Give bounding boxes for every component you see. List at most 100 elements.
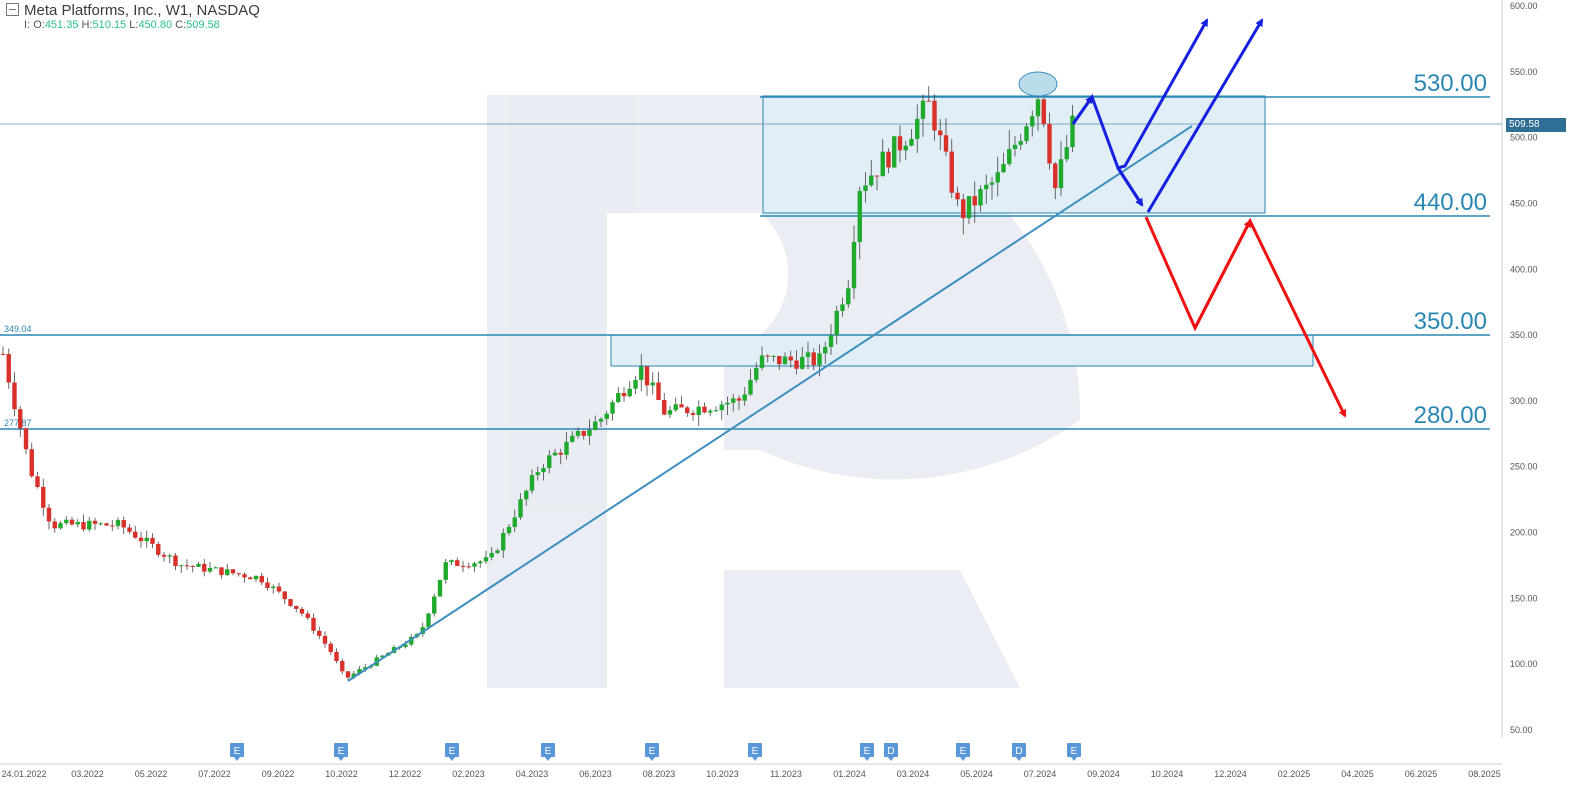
candle-body [811, 352, 816, 366]
candle-body [64, 519, 69, 524]
candle-body [851, 241, 857, 289]
candle-body [230, 569, 236, 574]
current-price-label: 509.58 [1506, 118, 1566, 132]
candle-body [357, 669, 362, 674]
candle-body [213, 567, 218, 569]
candle-body [311, 617, 316, 631]
candle-body [420, 627, 425, 634]
candle-body [345, 671, 351, 678]
candle-body [823, 346, 828, 354]
level-label: 350.00 [1414, 308, 1487, 335]
candle-body [754, 367, 759, 380]
price-tick-label: 400.00 [1510, 264, 1538, 274]
collapse-icon[interactable] [6, 3, 19, 16]
candle-body [81, 522, 86, 530]
candle-body [840, 304, 845, 311]
level-label: 440.00 [1414, 189, 1487, 216]
time-tick-label: 10.2023 [706, 769, 739, 779]
candle-body [23, 428, 29, 450]
forecast-arrow-blue [1071, 95, 1094, 125]
time-tick-label: 11.2023 [770, 769, 802, 779]
candle-body [817, 353, 822, 366]
candle-body [995, 172, 1000, 183]
candle-body [886, 151, 891, 168]
candle-body [351, 673, 356, 678]
candle-body [69, 519, 75, 525]
candle-body [0, 353, 6, 355]
candle-body [1024, 126, 1029, 142]
time-tick-label: 24.01.2022 [1, 769, 46, 779]
event-marker-pointer [649, 757, 655, 761]
event-marker-label: E [752, 746, 759, 757]
candle-body [121, 520, 126, 528]
event-marker-label: E [960, 746, 967, 757]
event-marker-pointer [234, 757, 240, 761]
candle-body [828, 335, 834, 347]
candle-body [334, 651, 339, 662]
level-left-label: 349.04 [4, 324, 32, 334]
candle-body [748, 379, 753, 395]
watermark-leg [724, 570, 1020, 688]
candle-body [478, 561, 483, 564]
event-marker-pointer [888, 757, 894, 761]
forecast-arrow-blue [1116, 167, 1144, 207]
candle-body [317, 630, 322, 636]
candle-body [506, 526, 512, 534]
open-key: O: [33, 19, 45, 31]
event-marker-pointer [545, 757, 551, 761]
candle-body [639, 366, 644, 380]
candle-body [978, 189, 983, 206]
candle-body [759, 355, 765, 368]
candle-body [518, 499, 523, 518]
candle-body [897, 136, 903, 151]
candle-body [869, 175, 874, 186]
low-value: 450.80 [138, 19, 173, 31]
candle-body [535, 472, 540, 476]
candle-body [1053, 163, 1058, 189]
candle-body [6, 354, 11, 383]
event-marker-label: D [887, 746, 894, 757]
candle-body [926, 100, 931, 102]
candle-body [685, 407, 690, 414]
event-marker [645, 743, 659, 757]
candle-body [834, 310, 839, 336]
event-marker [334, 743, 348, 757]
candle-body [328, 643, 333, 652]
candle-body [190, 566, 195, 568]
candle-body [846, 288, 851, 305]
candle-body [1012, 144, 1018, 150]
high-value: 510.15 [92, 19, 127, 31]
candle-body [880, 151, 885, 177]
candle-body [184, 565, 190, 567]
candles-group [0, 86, 1075, 681]
candle-body [340, 661, 345, 672]
candle-body [616, 393, 621, 403]
candle-body [104, 523, 109, 526]
candle-body [874, 175, 880, 177]
candle-body [932, 100, 937, 131]
candle-body [161, 554, 167, 557]
time-tick-label: 08.2025 [1468, 769, 1501, 779]
candle-body [1035, 99, 1041, 117]
level-label: 280.00 [1414, 402, 1487, 429]
candle-body [915, 118, 920, 139]
candle-body [92, 520, 98, 524]
price-tick-label: 50.00 [1510, 725, 1533, 735]
candle-body [667, 410, 673, 415]
support-zone [610, 334, 1314, 367]
candle-body [1030, 116, 1035, 127]
candle-body [202, 563, 207, 572]
candle-body [863, 185, 868, 191]
trend-line [347, 125, 1193, 682]
candle-body [593, 421, 598, 430]
candle-body [35, 476, 40, 487]
candle-body [495, 550, 500, 553]
event-marker-label: E [338, 746, 345, 757]
candle-body [955, 192, 960, 200]
price-tick-label: 300.00 [1510, 396, 1538, 406]
candle-body [857, 190, 862, 242]
event-marker-label: D [1015, 746, 1022, 757]
candle-body [800, 356, 805, 369]
candle-body [742, 394, 747, 401]
